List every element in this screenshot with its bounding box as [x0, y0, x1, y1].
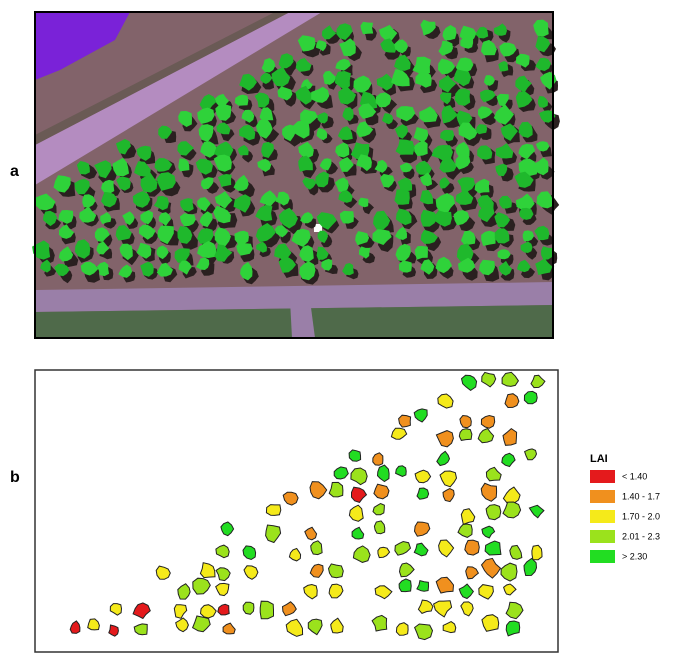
- tree-crown: [329, 564, 344, 578]
- tree-crown: [266, 505, 280, 516]
- legend-label: 2.01 - 2.3: [622, 531, 660, 541]
- legend: < 1.40 1.40 - 1.7 1.70 - 2.0 2.01 - 2.3 > 2.…: [590, 470, 660, 563]
- legend-label: 1.70 - 2.0: [622, 511, 660, 521]
- figure: a b LAI < 1.40 1.40 - 1.7 1.70 - 2.0 2.01 -…: [0, 0, 678, 654]
- panel-label: b: [10, 469, 20, 486]
- tree-crown: [374, 521, 384, 534]
- legend-swatch: [590, 510, 615, 523]
- tree-crown: [260, 601, 273, 619]
- aerial-image: [32, 12, 560, 338]
- legend-swatch: [590, 470, 615, 483]
- panel-label: a: [10, 163, 19, 180]
- tree-crown: [481, 416, 494, 429]
- tree-crown: [360, 22, 373, 35]
- tree-crown: [415, 246, 428, 260]
- lai-map: [35, 370, 558, 652]
- tree-crown: [374, 484, 389, 499]
- legend-label: < 1.40: [622, 471, 647, 481]
- tree-crown: [524, 391, 537, 403]
- legend-label: > 2.30: [622, 551, 647, 561]
- tree-crown: [532, 545, 542, 559]
- tree-crown: [349, 450, 361, 461]
- tree-crown: [486, 505, 501, 520]
- tree-crown: [465, 540, 480, 555]
- tree-crown: [459, 429, 472, 441]
- legend-swatch: [590, 550, 615, 563]
- tree-crown: [399, 415, 411, 427]
- tree-crown: [417, 488, 429, 499]
- legend-swatch: [590, 490, 615, 503]
- tree-crown: [394, 189, 409, 204]
- legend-label: 1.40 - 1.7: [622, 491, 660, 501]
- legend-title: LAI: [590, 453, 608, 465]
- tree-crown: [243, 602, 254, 614]
- legend-swatch: [590, 530, 615, 543]
